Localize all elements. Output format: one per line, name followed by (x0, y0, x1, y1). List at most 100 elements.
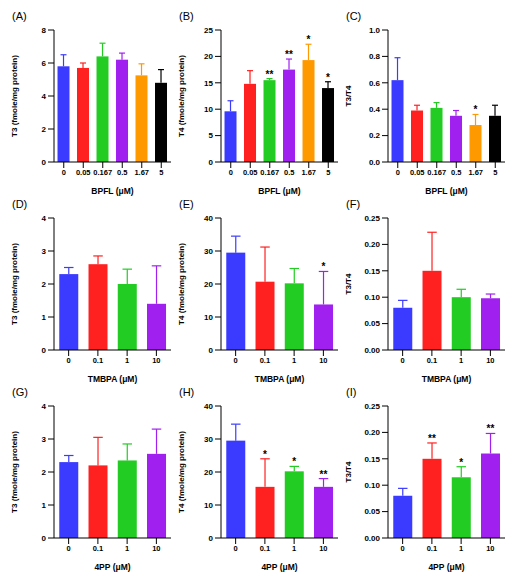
svg-text:0: 0 (42, 158, 47, 167)
svg-text:0.1: 0.1 (93, 544, 103, 553)
svg-text:6: 6 (42, 59, 47, 68)
svg-text:0: 0 (209, 346, 214, 355)
svg-text:0: 0 (209, 534, 214, 543)
svg-text:10: 10 (204, 313, 213, 322)
svg-text:0.1: 0.1 (260, 356, 270, 365)
svg-text:1: 1 (42, 501, 47, 510)
svg-text:1.67: 1.67 (468, 168, 483, 177)
svg-text:4: 4 (42, 402, 47, 411)
svg-text:25: 25 (204, 26, 213, 35)
svg-text:20: 20 (204, 280, 213, 289)
svg-text:**: ** (285, 49, 293, 60)
svg-text:4: 4 (42, 214, 47, 223)
svg-text:0.00: 0.00 (364, 534, 380, 543)
svg-text:1: 1 (125, 544, 129, 553)
svg-text:TMBPA (μM): TMBPA (μM) (422, 374, 472, 384)
svg-text:0.1: 0.1 (260, 544, 270, 553)
svg-text:*: * (263, 449, 267, 460)
svg-text:0: 0 (396, 168, 400, 177)
svg-text:T3 (fmole/mg protein): T3 (fmole/mg protein) (10, 431, 19, 513)
svg-text:8: 8 (42, 26, 47, 35)
svg-text:T4 (fmole/mg protein): T4 (fmole/mg protein) (177, 243, 186, 325)
svg-text:0: 0 (67, 544, 71, 553)
svg-text:1: 1 (125, 356, 129, 365)
svg-text:0.20: 0.20 (364, 240, 380, 249)
svg-text:2: 2 (42, 280, 47, 289)
svg-text:0.167: 0.167 (427, 168, 446, 177)
svg-text:1: 1 (42, 313, 47, 322)
svg-text:0.0: 0.0 (369, 158, 381, 167)
svg-text:40: 40 (204, 214, 213, 223)
svg-text:1: 1 (292, 544, 296, 553)
svg-text:10: 10 (486, 544, 494, 553)
svg-text:0.6: 0.6 (369, 79, 381, 88)
svg-text:1: 1 (459, 544, 463, 553)
svg-text:0.167: 0.167 (93, 168, 112, 177)
svg-text:5: 5 (209, 131, 214, 140)
svg-text:0.1: 0.1 (427, 544, 437, 553)
svg-text:0.05: 0.05 (364, 319, 380, 328)
svg-text:0.2: 0.2 (369, 131, 381, 140)
svg-text:10: 10 (152, 544, 160, 553)
svg-text:3: 3 (42, 247, 47, 256)
svg-text:0.5: 0.5 (284, 168, 294, 177)
svg-text:10: 10 (152, 356, 160, 365)
svg-text:BPFL (μM): BPFL (μM) (258, 186, 301, 196)
svg-text:15: 15 (204, 79, 213, 88)
svg-text:0.05: 0.05 (76, 168, 91, 177)
svg-text:0.1: 0.1 (427, 356, 437, 365)
svg-text:0: 0 (401, 356, 405, 365)
svg-text:0.20: 0.20 (364, 428, 380, 437)
svg-text:10: 10 (204, 501, 213, 510)
svg-text:0: 0 (42, 534, 47, 543)
svg-text:**: ** (320, 469, 328, 480)
svg-text:BPFL (μM): BPFL (μM) (425, 186, 468, 196)
svg-text:30: 30 (204, 435, 213, 444)
svg-text:T3 (fmole/mg protein): T3 (fmole/mg protein) (10, 55, 19, 137)
svg-text:0.10: 0.10 (364, 293, 380, 302)
svg-text:0.4: 0.4 (369, 105, 381, 114)
svg-text:BPFL (μM): BPFL (μM) (91, 186, 134, 196)
svg-text:2: 2 (42, 468, 47, 477)
svg-text:0: 0 (401, 544, 405, 553)
svg-text:0.00: 0.00 (364, 346, 380, 355)
svg-text:1: 1 (459, 356, 463, 365)
svg-text:40: 40 (204, 402, 213, 411)
svg-text:1.0: 1.0 (369, 26, 381, 35)
svg-text:0: 0 (234, 356, 238, 365)
svg-text:5: 5 (326, 168, 330, 177)
svg-text:5: 5 (159, 168, 163, 177)
svg-text:4PP (μM): 4PP (μM) (94, 562, 130, 572)
svg-text:0.1: 0.1 (93, 356, 103, 365)
svg-text:0.167: 0.167 (260, 168, 279, 177)
svg-text:T3/T4: T3/T4 (344, 273, 353, 294)
svg-text:0: 0 (42, 346, 47, 355)
svg-text:**: ** (487, 423, 495, 434)
svg-text:0: 0 (209, 158, 214, 167)
svg-text:10: 10 (486, 356, 494, 365)
svg-text:1: 1 (292, 356, 296, 365)
svg-text:**: ** (428, 433, 436, 444)
svg-text:T4 (fmole/mg protein): T4 (fmole/mg protein) (177, 431, 186, 513)
svg-text:0.5: 0.5 (117, 168, 127, 177)
svg-text:T4 (fmole/mg protein): T4 (fmole/mg protein) (177, 55, 186, 137)
svg-text:0.05: 0.05 (364, 507, 380, 516)
svg-text:T3/T4: T3/T4 (344, 461, 353, 482)
svg-text:20: 20 (204, 468, 213, 477)
svg-text:0.15: 0.15 (364, 267, 380, 276)
svg-text:0.05: 0.05 (243, 168, 258, 177)
svg-text:*: * (459, 457, 463, 468)
svg-text:1.67: 1.67 (301, 168, 316, 177)
svg-text:*: * (474, 104, 478, 115)
svg-text:20: 20 (204, 52, 213, 61)
svg-text:30: 30 (204, 247, 213, 256)
svg-text:10: 10 (319, 544, 327, 553)
svg-text:*: * (292, 456, 296, 467)
svg-text:TMBPA (μM): TMBPA (μM) (88, 374, 138, 384)
svg-text:T3 (fmole/mg protein): T3 (fmole/mg protein) (10, 243, 19, 325)
svg-text:*: * (322, 261, 326, 272)
svg-text:0: 0 (67, 356, 71, 365)
svg-text:0.15: 0.15 (364, 455, 380, 464)
svg-text:0.10: 0.10 (364, 481, 380, 490)
svg-text:4PP (μM): 4PP (μM) (261, 562, 297, 572)
